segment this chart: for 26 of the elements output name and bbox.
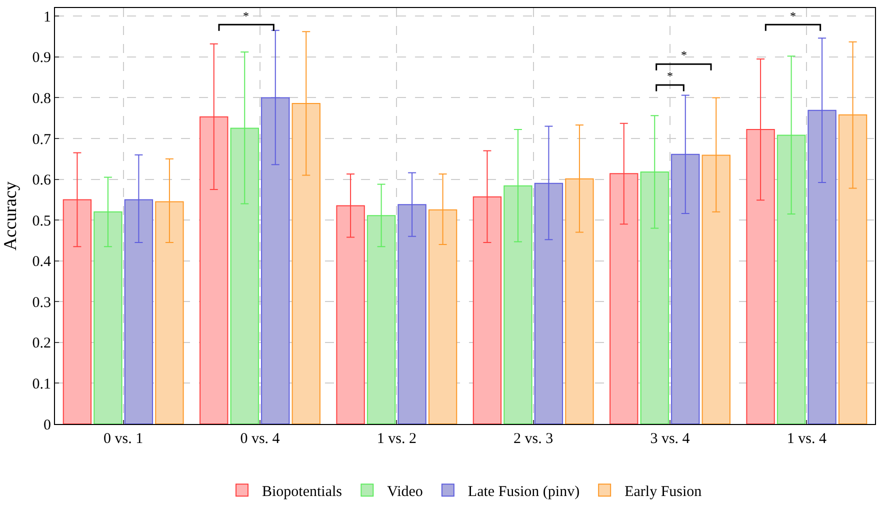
y-tick-label: 0.9 (32, 50, 51, 66)
legend-label: Biopotentials (262, 484, 342, 500)
y-tick-label: 0.3 (32, 294, 51, 311)
legend-label: Late Fusion (pinv) (468, 484, 580, 500)
y-tick-label: 0.7 (32, 132, 52, 148)
annotation: * (681, 48, 687, 62)
y-tick-label: 0.2 (32, 336, 51, 352)
y-axis-title: Accuracy (0, 182, 20, 250)
y-tick-label: 0.4 (32, 254, 52, 270)
legend-label: Early Fusion (624, 484, 702, 500)
annotation: * (667, 69, 673, 83)
x-tick-label: 0 vs. 4 (240, 431, 280, 447)
x-tick-label: 0 vs. 1 (104, 431, 144, 447)
y-tick-label: 0.5 (32, 213, 51, 230)
y-tick-label: 0 (44, 417, 51, 434)
x-tick-label: 1 vs. 4 (786, 431, 827, 447)
y-tick-label: 1 (44, 9, 51, 26)
x-tick-label: 2 vs. 3 (514, 431, 554, 447)
legend-label: Video (387, 484, 423, 500)
y-tick-label: 0.8 (32, 90, 51, 107)
x-tick-label: 1 vs. 2 (376, 431, 416, 447)
annotation: * (790, 9, 796, 23)
x-tick-label: 3 vs. 4 (650, 431, 690, 447)
annotation: * (243, 9, 249, 23)
y-tick-label: 0.6 (32, 172, 52, 189)
y-tick-label: 0.1 (32, 376, 51, 392)
